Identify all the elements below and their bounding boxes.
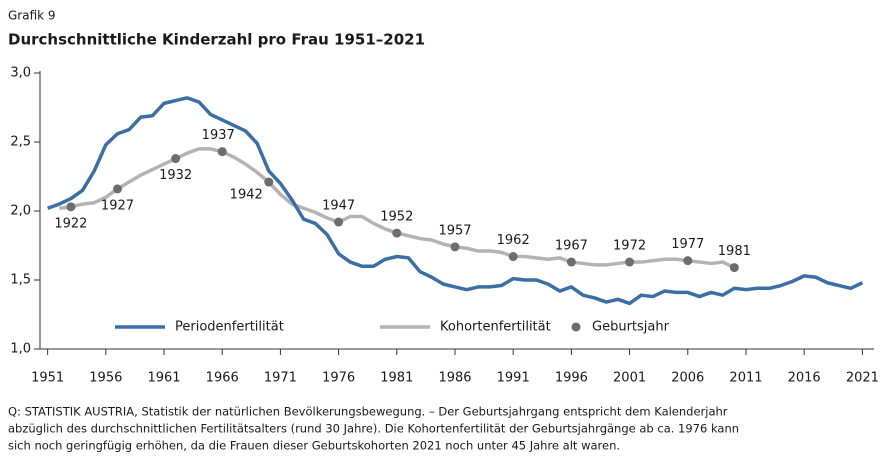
x-tick-label: 1991 [497, 371, 530, 386]
marker [729, 263, 739, 273]
marker-label: 1962 [497, 233, 530, 248]
x-tick-label: 1971 [264, 371, 297, 386]
x-tick-label: 2001 [613, 371, 646, 386]
marker-label: 1967 [555, 239, 588, 254]
marker-label: 1942 [230, 188, 263, 203]
marker [66, 202, 76, 212]
marker-label: 1947 [322, 199, 355, 214]
marker [264, 177, 274, 187]
x-tick-label: 1976 [322, 371, 355, 386]
marker [625, 257, 635, 267]
marker-label: 1977 [671, 237, 704, 252]
x-tick-label: 1996 [555, 371, 588, 386]
x-tick-label: 2021 [846, 371, 879, 386]
chart-title: Durchschnittliche Kinderzahl pro Frau 19… [8, 31, 425, 49]
marker-label: 1922 [54, 216, 87, 231]
x-tick-label: 2011 [729, 371, 762, 386]
marker [566, 257, 576, 267]
marker [683, 256, 693, 266]
legend-label: Geburtsjahr [592, 320, 670, 335]
kicker: Grafik 9 [8, 9, 56, 23]
legend-label: Periodenfertilität [175, 320, 284, 335]
y-tick-label: 2,5 [10, 135, 31, 150]
x-tick-label: 1986 [438, 371, 471, 386]
note-line: abzüglich des durchschnittlichen Fertili… [8, 422, 739, 436]
x-tick-label: 1956 [89, 371, 122, 386]
x-tick-label: 2006 [671, 371, 704, 386]
marker-label: 1981 [718, 244, 751, 259]
marker-label: 1937 [202, 128, 235, 143]
marker [392, 228, 402, 238]
marker [508, 252, 518, 262]
x-tick-label: 1981 [380, 371, 413, 386]
marker-label: 1972 [613, 239, 646, 254]
x-tick-label: 2016 [788, 371, 821, 386]
marker [171, 154, 181, 164]
series-line [47, 96, 864, 306]
y-tick-label: 1,0 [10, 342, 31, 357]
note-line: sich noch geringfügig erhöhen, da die Fr… [8, 439, 620, 453]
x-tick-label: 1966 [206, 371, 239, 386]
marker [217, 147, 227, 157]
note-line: Q: STATISTIK AUSTRIA, Statistik der natü… [8, 405, 728, 419]
marker-label: 1932 [159, 168, 192, 183]
legend-label: Kohortenfertilität [440, 320, 551, 335]
x-tick-label: 1951 [31, 371, 64, 386]
marker-label: 1952 [380, 210, 413, 225]
legend-swatch [571, 322, 581, 332]
y-tick-label: 3,0 [10, 66, 31, 81]
x-tick-label: 1961 [147, 371, 180, 386]
marker [112, 184, 122, 194]
y-tick-label: 1,5 [10, 273, 31, 288]
marker-label: 1927 [101, 198, 134, 213]
marker [450, 242, 460, 252]
marker [334, 217, 344, 227]
y-tick-label: 2,0 [10, 204, 31, 219]
marker-label: 1957 [438, 223, 471, 238]
